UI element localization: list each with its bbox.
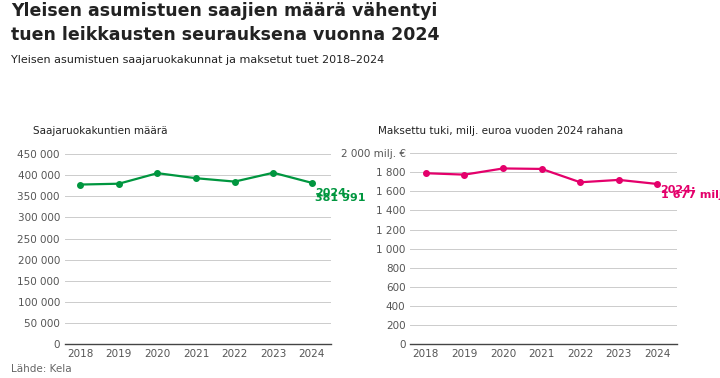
Text: Yleisen asumistuen saajaruokakunnat ja maksetut tuet 2018–2024: Yleisen asumistuen saajaruokakunnat ja m… xyxy=(11,55,384,65)
Text: 2024:: 2024: xyxy=(660,185,696,195)
Text: 381 991: 381 991 xyxy=(315,194,366,203)
Text: Maksettu tuki, milj. euroa vuoden 2024 rahana: Maksettu tuki, milj. euroa vuoden 2024 r… xyxy=(379,125,624,136)
Text: 2024:: 2024: xyxy=(315,188,351,198)
Text: Lähde: Kela: Lähde: Kela xyxy=(11,364,71,374)
Text: Saajaruokakuntien määrä: Saajaruokakuntien määrä xyxy=(33,125,167,136)
Text: tuen leikkausten seurauksena vuonna 2024: tuen leikkausten seurauksena vuonna 2024 xyxy=(11,26,439,45)
Text: 1 677 milj. €: 1 677 milj. € xyxy=(660,190,720,200)
Text: Yleisen asumistuen saajien määrä vähentyi: Yleisen asumistuen saajien määrä vähenty… xyxy=(11,2,437,20)
